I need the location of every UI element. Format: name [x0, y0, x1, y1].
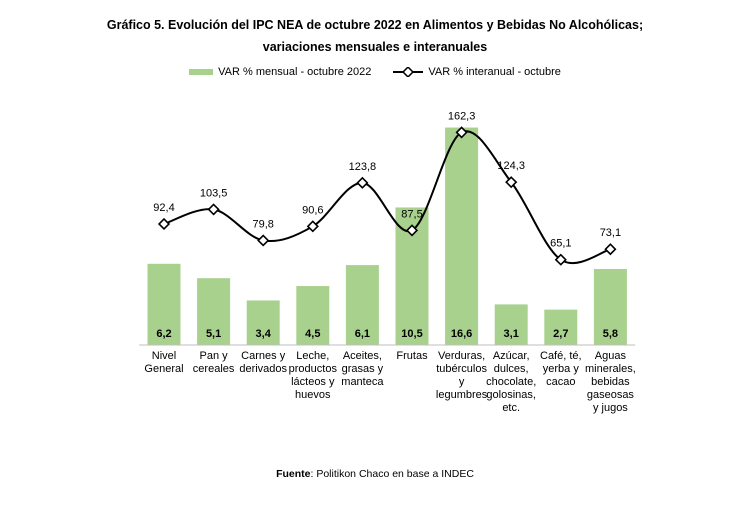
category-label: Aceites, grasas y manteca — [341, 350, 384, 388]
line-marker — [157, 217, 171, 231]
source-label: Fuente — [276, 468, 311, 480]
category-label: Pan y cereales — [192, 350, 235, 375]
legend-item-bar: VAR % mensual - octubre 2022 — [189, 66, 371, 78]
bar — [147, 263, 181, 345]
line-marker — [207, 203, 220, 216]
line-marker — [405, 224, 419, 237]
bar-value-label: 3,4 — [256, 328, 272, 340]
line-value-label: 162,3 — [448, 110, 476, 122]
category-label: Verduras, tubérculos y legumbres — [435, 350, 488, 401]
bar — [296, 286, 330, 345]
legend-line-label: VAR % interanual - octubre — [428, 66, 561, 78]
legend-item-line: VAR % interanual - octubre — [393, 66, 561, 78]
source-text: : Politikon Chaco en base a INDEC — [310, 468, 474, 480]
line-value-label: 79,8 — [252, 218, 273, 230]
legend-bar-swatch — [189, 69, 214, 75]
chart-title: Gráfico 5. Evolución del IPC NEA de octu… — [106, 18, 644, 32]
line-value-label: 92,4 — [153, 202, 174, 214]
category-label: Carnes y derivados — [239, 350, 288, 375]
category-label: Frutas — [396, 350, 428, 362]
bar-value-label: 6,2 — [156, 328, 171, 340]
bar-value-label: 4,5 — [305, 328, 320, 340]
bar — [345, 265, 379, 345]
line-value-label: 65,1 — [550, 238, 571, 250]
bar-value-label: 3,1 — [504, 328, 519, 340]
line-marker — [306, 220, 319, 233]
category-label: Azúcar, dulces, chocolate, golosinas, et… — [486, 350, 537, 414]
line-marker — [257, 234, 270, 247]
bar — [445, 127, 479, 345]
line-value-label: 103,5 — [200, 187, 228, 199]
chart-subtitle: variaciones mensuales e interanuales — [262, 40, 488, 54]
bar-value-label: 10,5 — [401, 328, 422, 340]
line-marker — [455, 126, 468, 139]
bar-value-label: 5,1 — [206, 328, 221, 340]
bar — [246, 300, 280, 345]
series-line — [163, 130, 611, 265]
bar — [593, 269, 627, 345]
bar-value-label: 2,7 — [553, 328, 568, 340]
bar-value-label: 6,1 — [355, 328, 370, 340]
line-marker — [604, 243, 617, 256]
legend-bar-label: VAR % mensual - octubre 2022 — [218, 66, 372, 78]
line-marker — [505, 176, 518, 189]
legend-line-swatch — [393, 67, 424, 77]
line-value-label: 90,6 — [302, 204, 323, 216]
line-value-label: 123,8 — [349, 161, 377, 173]
bar — [197, 278, 231, 345]
category-label: Nivel General — [144, 350, 184, 375]
bar-value-label: 5,8 — [603, 328, 618, 340]
category-label: Café, té, yerba y cacao — [540, 350, 582, 388]
legend: VAR % mensual - octubre 2022 VAR % inter… — [0, 66, 750, 78]
line-value-label: 73,1 — [600, 227, 621, 239]
bar — [544, 309, 578, 345]
source-note: Fuente: Politikon Chaco en base a INDEC — [0, 468, 750, 480]
bar — [494, 304, 528, 345]
category-label: Aguas minerales, bebidas gaseosas y jugo… — [585, 350, 636, 414]
line-marker — [356, 176, 369, 189]
line-value-label: 87,5 — [401, 208, 422, 220]
line-value-label: 124,3 — [497, 160, 525, 172]
category-label: Leche, productos lácteos y huevos — [288, 350, 337, 401]
line-marker — [554, 253, 567, 266]
bar-value-label: 16,6 — [451, 328, 472, 340]
